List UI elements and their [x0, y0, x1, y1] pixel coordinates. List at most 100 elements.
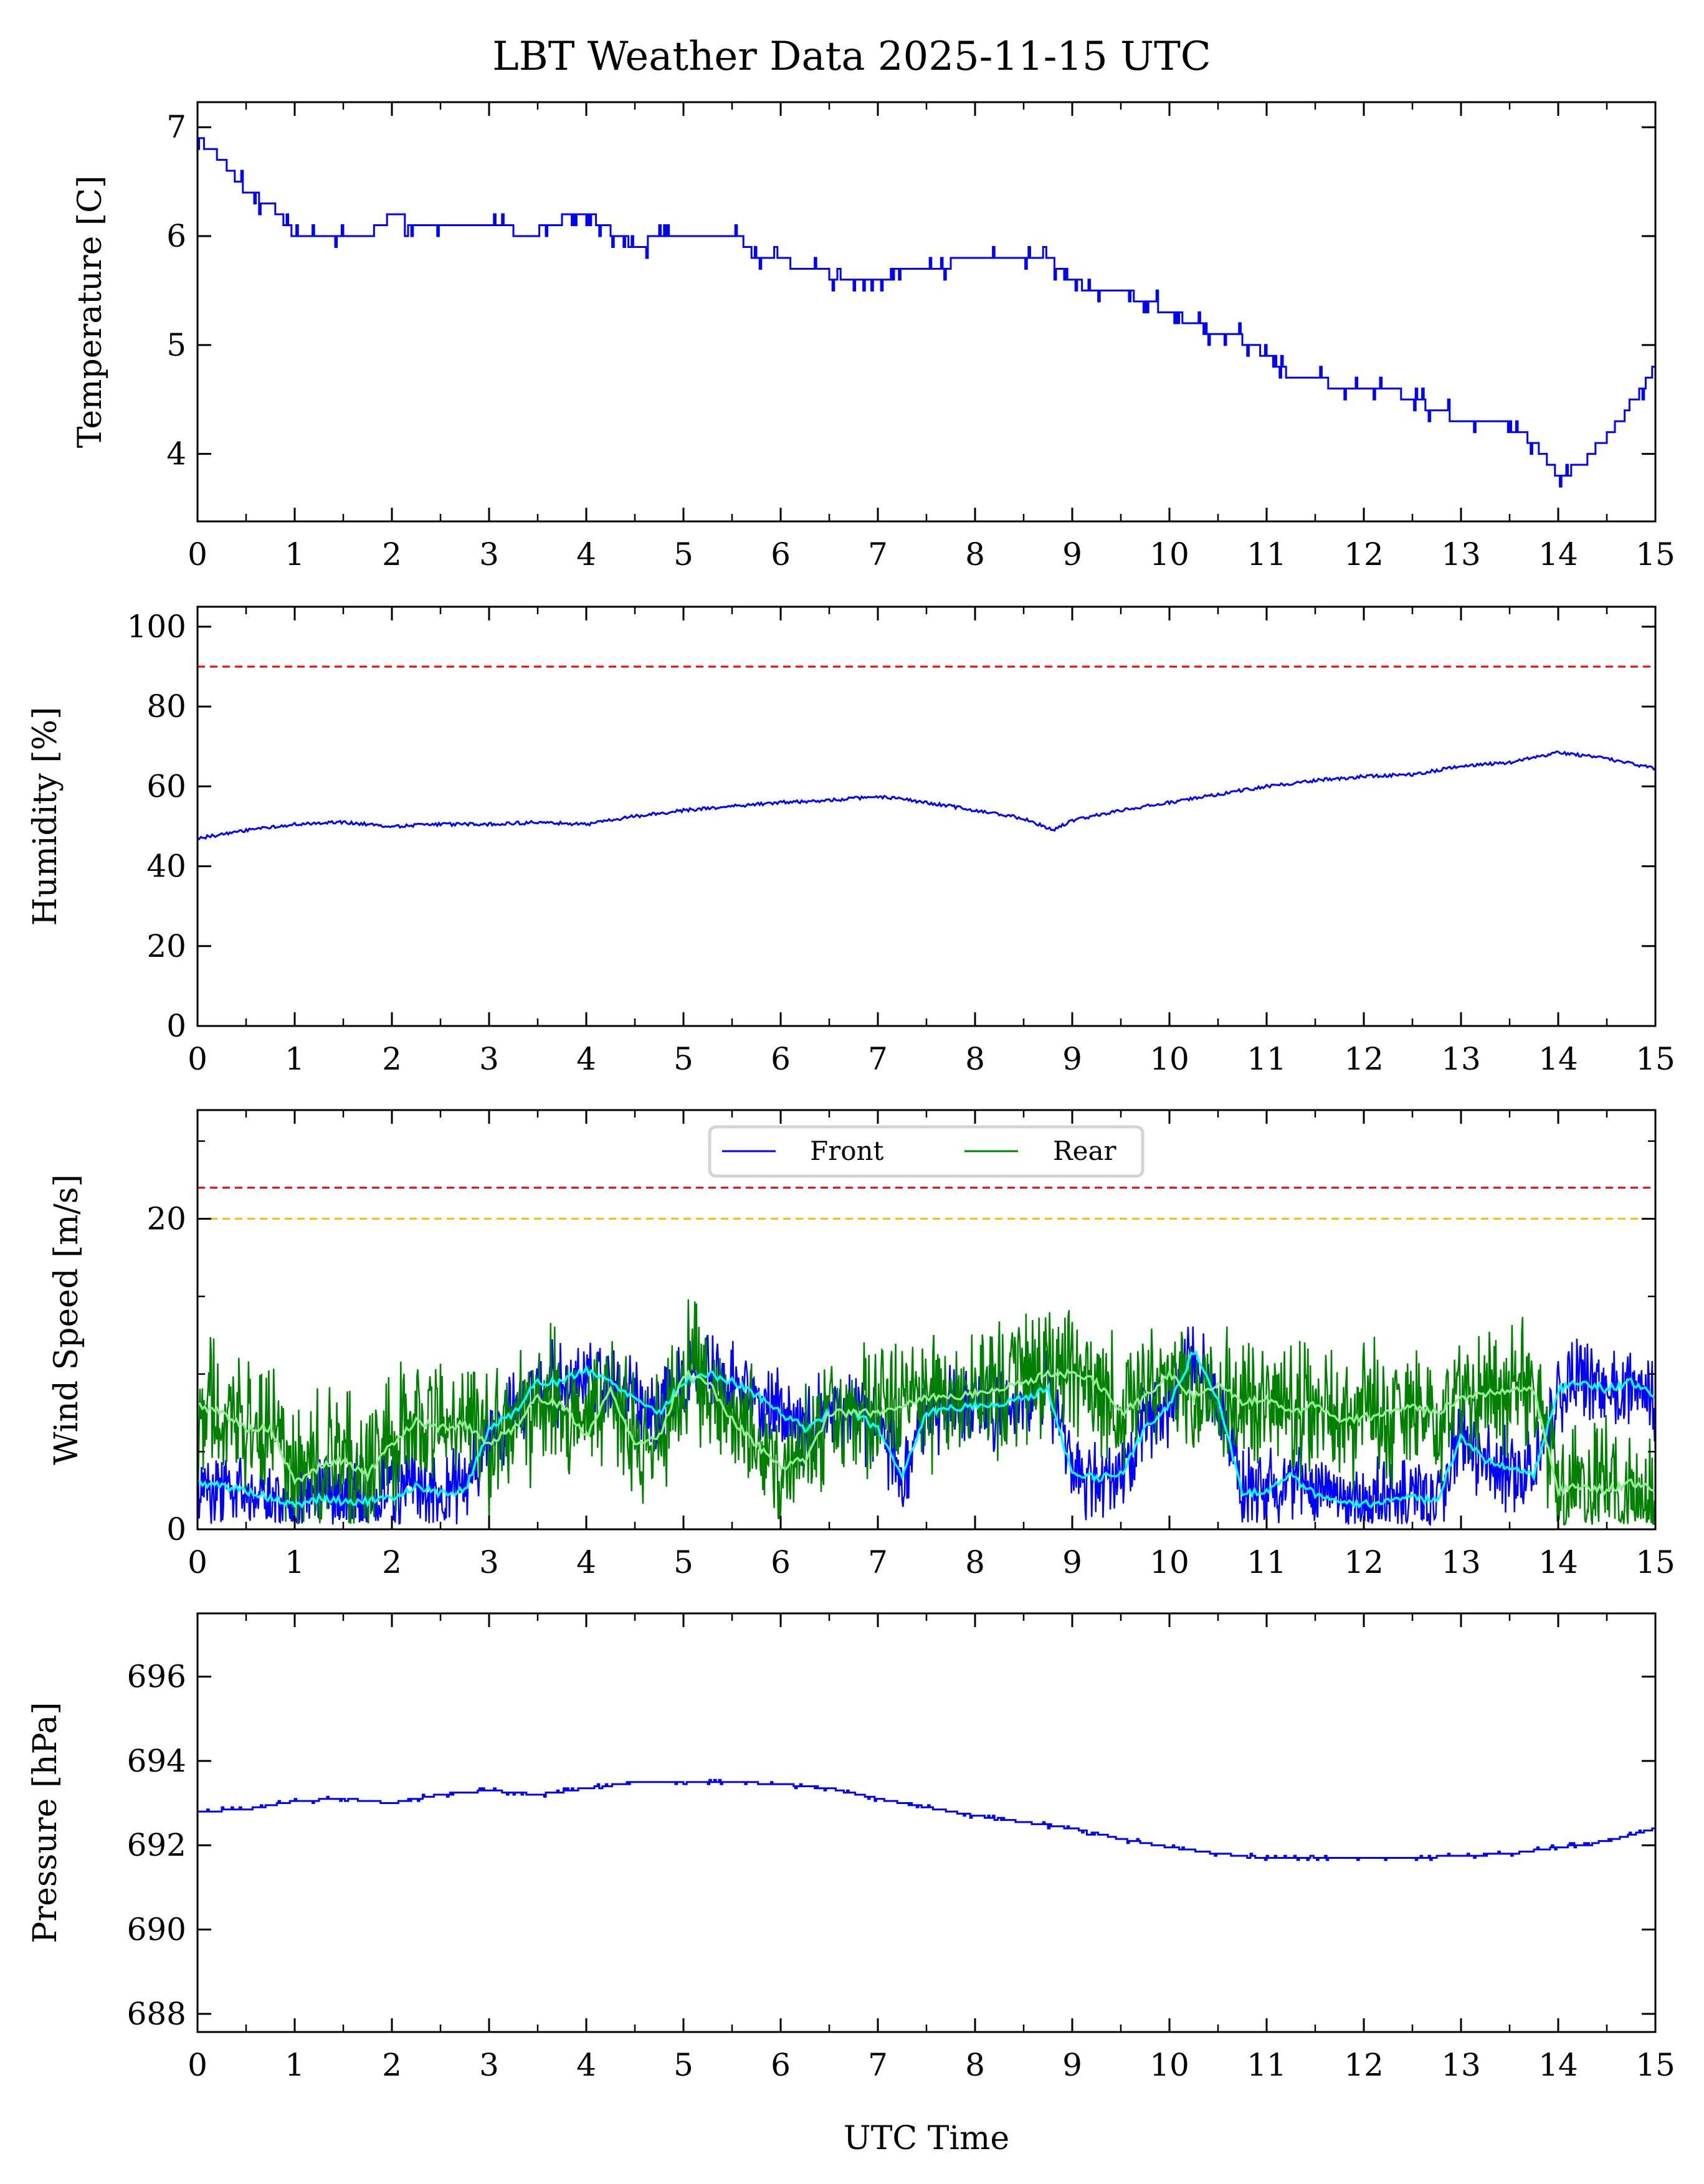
y-axis-label: Wind Speed [m/s] — [48, 1174, 85, 1465]
x-tick-label: 6 — [771, 1544, 791, 1580]
x-tick-label: 3 — [479, 536, 499, 572]
x-tick-label: 15 — [1635, 1544, 1675, 1580]
y-axis-label: Humidity [%] — [27, 707, 64, 926]
legend-label-front: Front — [810, 1136, 884, 1166]
x-tick-label: 1 — [285, 1544, 305, 1580]
x-tick-label: 5 — [674, 2047, 693, 2083]
x-tick-label: 7 — [868, 2047, 888, 2083]
x-tick-label: 0 — [188, 2047, 207, 2083]
y-tick-label: 100 — [127, 609, 186, 645]
y-tick-label: 7 — [166, 109, 186, 145]
x-tick-label: 6 — [771, 536, 791, 572]
plot-area — [198, 1187, 1655, 1526]
x-tick-label: 1 — [285, 1041, 305, 1077]
x-tick-label: 0 — [188, 1041, 207, 1077]
x-tick-label: 4 — [576, 2047, 596, 2083]
legend-label-rear: Rear — [1053, 1136, 1117, 1166]
series-front-smoothed — [198, 1350, 1655, 1509]
x-tick-label: 12 — [1344, 1544, 1384, 1580]
x-tick-label: 8 — [965, 1544, 985, 1580]
chart-title: LBT Weather Data 2025-11-15 UTC — [492, 34, 1211, 80]
x-tick-label: 4 — [576, 536, 596, 572]
x-tick-label: 12 — [1344, 536, 1384, 572]
legend-box — [708, 1125, 1145, 1178]
plot-area — [198, 137, 1655, 488]
x-tick-label: 5 — [674, 1041, 693, 1077]
x-tick-label: 14 — [1538, 2047, 1578, 2083]
y-tick-label: 20 — [146, 928, 186, 964]
x-tick-label: 0 — [188, 536, 207, 572]
y-tick-label: 692 — [127, 1827, 186, 1863]
x-tick-label: 11 — [1247, 1544, 1287, 1580]
x-tick-label: 2 — [382, 536, 402, 572]
x-tick-label: 10 — [1149, 536, 1189, 572]
x-tick-label: 12 — [1344, 1041, 1384, 1077]
series-line — [198, 750, 1655, 841]
y-tick-label: 20 — [146, 1200, 186, 1237]
x-tick-label: 7 — [868, 536, 888, 572]
x-tick-label: 3 — [479, 1041, 499, 1077]
x-tick-label: 4 — [576, 1544, 596, 1580]
x-tick-label: 11 — [1247, 536, 1287, 572]
x-tick-label: 9 — [1062, 1544, 1082, 1580]
x-tick-label: 5 — [674, 536, 693, 572]
x-tick-label: 13 — [1441, 1544, 1481, 1580]
x-tick-label: 13 — [1441, 2047, 1481, 2083]
x-tick-label: 8 — [965, 2047, 985, 2083]
x-axis-label: UTC Time — [844, 2120, 1009, 2157]
panel-4: 0 1 2 3 4 5 6 7 8 9 10 11 12 13 14 15688690692694696Pre… — [27, 1612, 1675, 2083]
x-tick-label: 11 — [1247, 2047, 1287, 2083]
y-tick-label: 0 — [166, 1511, 186, 1547]
x-tick-label: 3 — [479, 2047, 499, 2083]
y-tick-label: 80 — [146, 688, 186, 724]
x-tick-label: 15 — [1635, 1041, 1675, 1077]
x-tick-label: 6 — [771, 2047, 791, 2083]
x-tick-label: 15 — [1635, 536, 1675, 572]
x-tick-label: 10 — [1149, 2047, 1189, 2083]
y-tick-label: 6 — [166, 218, 186, 254]
x-tick-label: 14 — [1538, 1544, 1578, 1580]
x-tick-label: 1 — [285, 536, 305, 572]
series-line — [198, 137, 1655, 488]
x-tick-label: 13 — [1441, 536, 1481, 572]
x-tick-label: 12 — [1344, 2047, 1384, 2083]
x-tick-label: 7 — [868, 1041, 888, 1077]
y-tick-label: 40 — [146, 848, 186, 885]
plot-area — [198, 665, 1655, 841]
x-tick-label: 4 — [576, 1041, 596, 1077]
series-rear-raw — [198, 1299, 1655, 1526]
x-tick-label: 5 — [674, 1544, 693, 1580]
x-tick-label: 7 — [868, 1544, 888, 1580]
y-tick-label: 694 — [127, 1743, 186, 1779]
x-tick-label: 11 — [1247, 1041, 1287, 1077]
x-tick-label: 1 — [285, 2047, 305, 2083]
x-tick-label: 2 — [382, 1041, 402, 1077]
y-tick-label: 0 — [166, 1008, 186, 1044]
x-tick-label: 13 — [1441, 1041, 1481, 1077]
y-tick-label: 4 — [166, 436, 186, 472]
x-tick-label: 9 — [1062, 2047, 1082, 2083]
x-tick-label: 14 — [1538, 536, 1578, 572]
x-tick-label: 9 — [1062, 536, 1082, 572]
y-axis-label: Temperature [C] — [72, 176, 109, 449]
x-tick-label: 0 — [188, 1544, 207, 1580]
y-tick-label: 60 — [146, 768, 186, 804]
y-tick-label: 688 — [127, 1996, 186, 2032]
axes-frame — [196, 101, 1657, 523]
x-tick-label: 9 — [1062, 1041, 1082, 1077]
y-tick-label: 5 — [166, 327, 186, 363]
x-tick-label: 2 — [382, 2047, 402, 2083]
x-tick-label: 2 — [382, 1544, 402, 1580]
y-tick-label: 696 — [127, 1659, 186, 1695]
x-tick-label: 8 — [965, 1041, 985, 1077]
x-tick-label: 15 — [1635, 2047, 1675, 2083]
axes-frame — [196, 1612, 1657, 2033]
x-tick-label: 6 — [771, 1041, 791, 1077]
series-line — [198, 1778, 1655, 1861]
x-tick-label: 3 — [479, 1544, 499, 1580]
x-tick-label: 8 — [965, 536, 985, 572]
x-tick-label: 10 — [1149, 1041, 1189, 1077]
plot-area — [198, 1778, 1655, 1861]
